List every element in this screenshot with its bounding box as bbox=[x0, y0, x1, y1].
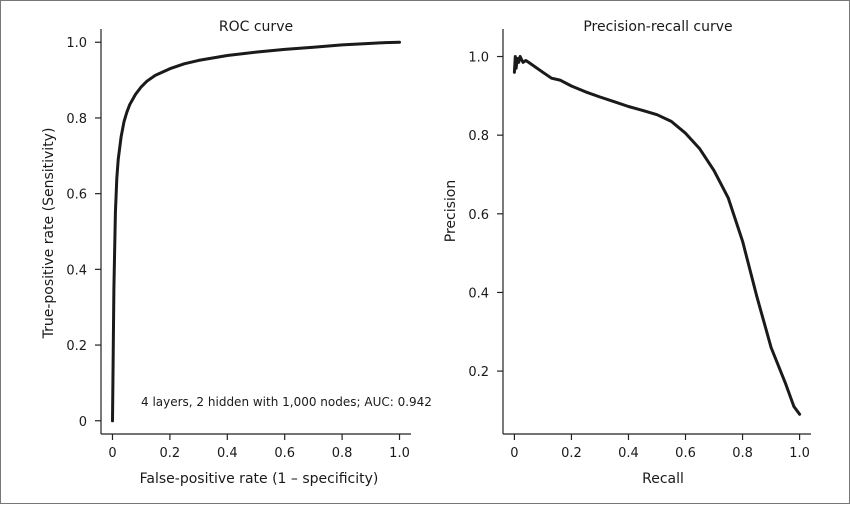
pr-x-ticks: 0 0.2 0.4 0.6 0.8 1.0 bbox=[510, 434, 810, 461]
pr-x-tick-label: 0 bbox=[510, 446, 518, 461]
roc-x-tick-label: 0.4 bbox=[217, 446, 238, 461]
pr-y-tick-label: 0.6 bbox=[468, 208, 489, 223]
roc-x-label: False-positive rate (1 – specificity) bbox=[140, 471, 379, 487]
pr-x-tick-label: 0.8 bbox=[732, 446, 753, 461]
roc-x-tick-label: 0.6 bbox=[274, 446, 295, 461]
roc-x-tick-label: 0 bbox=[108, 446, 116, 461]
pr-x-label: Recall bbox=[642, 471, 684, 487]
roc-y-tick-label: 0.2 bbox=[66, 339, 87, 354]
roc-x-tick-label: 1.0 bbox=[389, 446, 410, 461]
pr-y-tick-label: 0.2 bbox=[468, 365, 489, 380]
roc-y-tick-label: 1.0 bbox=[66, 36, 87, 51]
pr-x-tick-label: 0.4 bbox=[618, 446, 639, 461]
pr-y-tick-label: 0.8 bbox=[468, 129, 489, 144]
roc-annotation: 4 layers, 2 hidden with 1,000 nodes; AUC… bbox=[141, 395, 432, 409]
pr-x-tick-label: 0.6 bbox=[675, 446, 696, 461]
pr-title: Precision-recall curve bbox=[583, 19, 732, 35]
pr-y-tick-label: 0.4 bbox=[468, 286, 489, 301]
roc-y-label: True-positive rate (Sensitivity) bbox=[41, 128, 57, 340]
pr-x-tick-label: 1.0 bbox=[789, 446, 810, 461]
roc-x-tick-label: 0.2 bbox=[160, 446, 181, 461]
roc-x-ticks: 0 0.2 0.4 0.6 0.8 1.0 bbox=[108, 434, 410, 461]
roc-y-tick-label: 0.4 bbox=[66, 263, 87, 278]
pr-y-tick-label: 1.0 bbox=[468, 51, 489, 66]
pr-curve-line bbox=[512, 55, 802, 416]
roc-x-tick-label: 0.8 bbox=[332, 446, 353, 461]
roc-curve-line bbox=[111, 40, 401, 423]
pr-x-tick-label: 0.2 bbox=[561, 446, 582, 461]
pr-y-label: Precision bbox=[443, 180, 459, 242]
roc-title: ROC curve bbox=[219, 19, 293, 35]
roc-y-tick-label: 0 bbox=[79, 415, 87, 430]
pr-panel: Precision-recall curve 0.2 0.4 0.6 0.8 1.0 0… bbox=[443, 19, 811, 487]
pr-y-ticks: 0.2 0.4 0.6 0.8 1.0 bbox=[468, 51, 503, 380]
roc-y-tick-label: 0.6 bbox=[66, 188, 87, 203]
roc-y-ticks: 0 0.2 0.4 0.6 0.8 1.0 bbox=[66, 36, 101, 430]
roc-y-tick-label: 0.8 bbox=[66, 112, 87, 127]
roc-panel: ROC curve 0 0.2 0.4 0.6 0.8 1.0 0 0.2 0.4 0.6 0.8… bbox=[41, 19, 432, 487]
